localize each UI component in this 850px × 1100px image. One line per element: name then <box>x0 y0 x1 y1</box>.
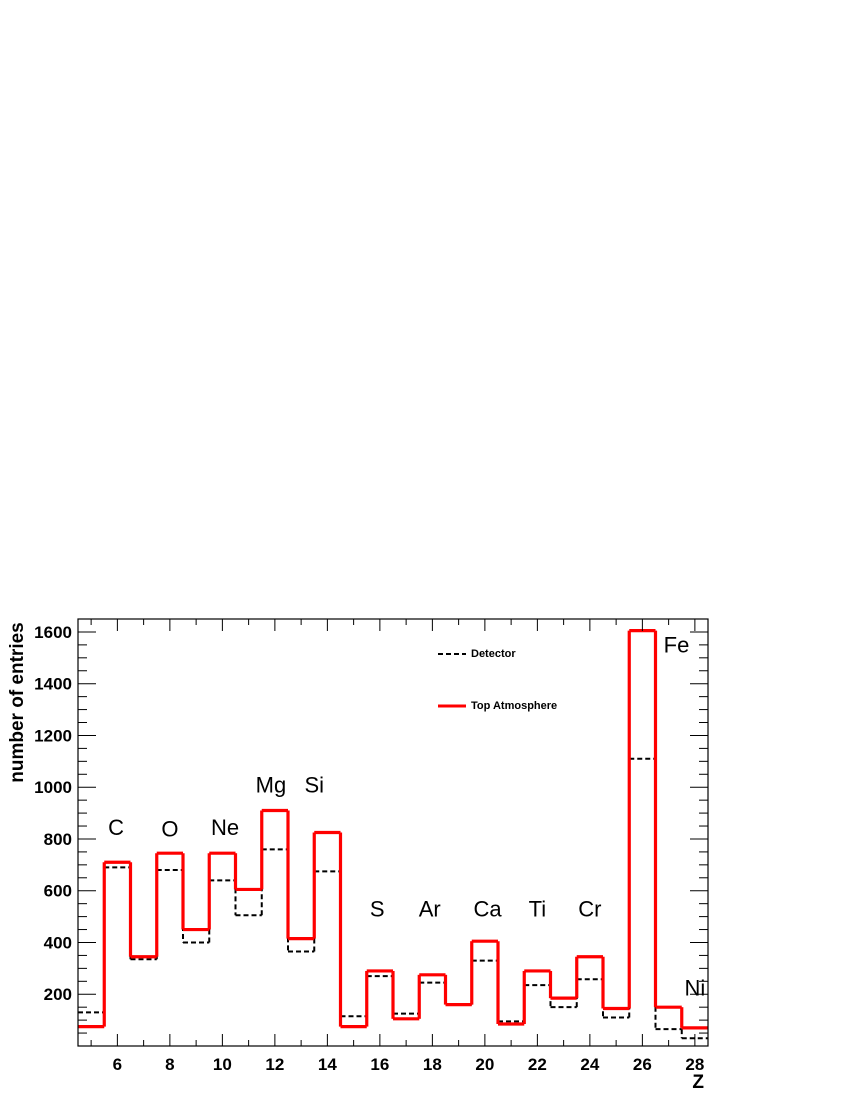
element-label-o: O <box>161 816 178 841</box>
x-tick-label-20: 20 <box>475 1055 494 1074</box>
element-label-ca: Ca <box>473 897 502 922</box>
x-tick-label-28: 28 <box>685 1055 704 1074</box>
element-labels-layer: C O Ne Mg Si S Ar Ca Ti Cr Fe Ni <box>108 633 705 1001</box>
y-tick-label-400: 400 <box>44 933 72 952</box>
plot-frame <box>77 618 709 1047</box>
x-tick-label-16: 16 <box>370 1055 389 1074</box>
y-tick-label-1400: 1400 <box>34 675 72 694</box>
y-tick-label-200: 200 <box>44 985 72 1004</box>
element-label-ne: Ne <box>211 815 239 840</box>
x-tick-label-22: 22 <box>528 1055 547 1074</box>
y-tick-label-1200: 1200 <box>34 726 72 745</box>
legend-top-atmosphere-label: Top Atmosphere <box>471 700 557 712</box>
x-axis-title: Z <box>692 1072 704 1093</box>
y-tick-label-800: 800 <box>44 830 72 849</box>
element-label-c: C <box>108 815 124 840</box>
element-label-cr: Cr <box>578 897 601 922</box>
element-label-si: Si <box>304 772 324 797</box>
x-tick-label-18: 18 <box>423 1055 442 1074</box>
element-label-fe: Fe <box>664 633 690 658</box>
x-tick-label-6: 6 <box>113 1055 122 1074</box>
element-label-ar: Ar <box>419 897 441 922</box>
element-label-ti: Ti <box>529 897 547 922</box>
ticks-layer: 6 8 10 12 14 16 18 20 22 24 26 28 200 400 600 800 1000 12… <box>34 619 708 1074</box>
element-label-ni: Ni <box>684 976 705 1001</box>
series-top-atmosphere <box>78 629 708 1030</box>
legend: Detector Top Atmosphere <box>438 648 557 712</box>
x-tick-label-26: 26 <box>633 1055 652 1074</box>
x-tick-label-24: 24 <box>580 1055 599 1074</box>
legend-detector-label: Detector <box>471 648 516 660</box>
y-tick-label-1000: 1000 <box>34 778 72 797</box>
element-label-mg: Mg <box>256 772 287 797</box>
x-tick-label-12: 12 <box>265 1055 284 1074</box>
x-tick-label-14: 14 <box>318 1055 337 1074</box>
x-tick-label-10: 10 <box>213 1055 232 1074</box>
histogram-layer <box>78 629 708 1040</box>
x-tick-label-8: 8 <box>165 1055 174 1074</box>
y-tick-label-600: 600 <box>44 882 72 901</box>
y-tick-label-1600: 1600 <box>34 623 72 642</box>
element-label-s: S <box>370 897 385 922</box>
y-axis-title: number of entries <box>7 622 28 782</box>
